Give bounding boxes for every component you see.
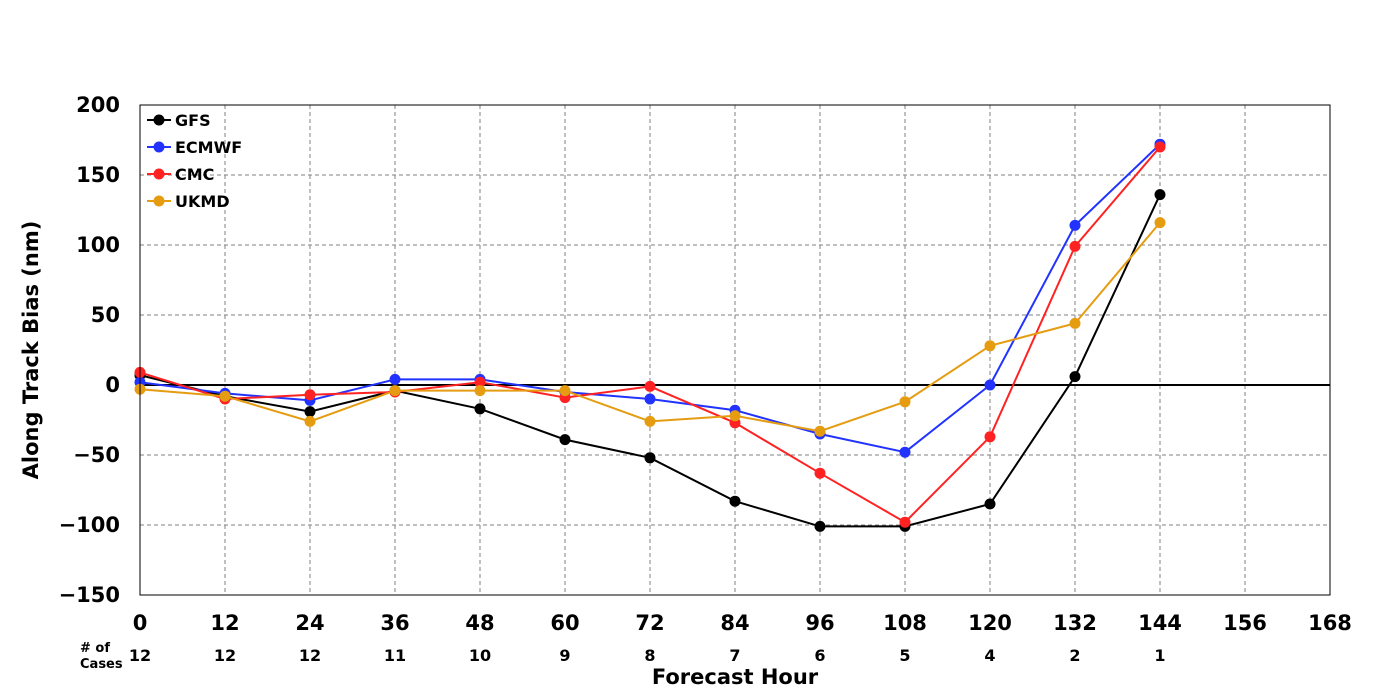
x-tick-label: 84 [720, 611, 749, 635]
x-tick-label: 36 [380, 611, 409, 635]
cases-count-label: 4 [984, 646, 995, 665]
data-point-gfs [644, 452, 656, 464]
cases-count-label: 6 [814, 646, 825, 665]
series-gfs [134, 189, 1166, 532]
y-tick-labels: −150 −100 −50 0 50 100 150 200 [59, 93, 120, 607]
data-point-gfs [984, 498, 996, 510]
legend-marker [153, 114, 165, 126]
cases-row: 12 12 12 11 10 9 8 7 6 5 4 2 1 [129, 646, 1166, 665]
data-point-ecmwf [644, 393, 656, 405]
y-tick-label: 50 [91, 303, 120, 327]
legend-label: CMC [175, 165, 214, 184]
data-point-gfs [1069, 371, 1081, 383]
data-point-ukmd [729, 410, 741, 422]
series-group [134, 138, 1166, 532]
y-tick-label: 100 [76, 233, 120, 257]
legend-item-ecmwf: ECMWF [147, 138, 242, 157]
data-point-gfs [474, 403, 486, 415]
cases-count-label: 8 [644, 646, 655, 665]
x-tick-label: 120 [968, 611, 1012, 635]
cases-count-label: 2 [1069, 646, 1080, 665]
x-tick-label: 108 [883, 611, 927, 635]
data-point-ukmd [814, 425, 826, 437]
data-point-ukmd [389, 385, 401, 397]
data-point-ukmd [219, 390, 231, 402]
grid [140, 105, 1330, 595]
x-tick-labels: 0 12 24 36 48 60 72 84 96 108 120 132 144 156 168 [133, 611, 1352, 635]
data-point-gfs [304, 406, 316, 418]
data-point-ecmwf [899, 446, 911, 458]
data-point-ukmd [304, 415, 316, 427]
cases-count-label: 12 [129, 646, 151, 665]
cases-title-line-1: # of [80, 641, 110, 656]
data-point-ukmd [1069, 317, 1081, 329]
legend-marker [153, 168, 165, 180]
data-point-cmc [304, 389, 316, 401]
x-tick-label: 144 [1138, 611, 1182, 635]
y-tick-label: −150 [59, 583, 120, 607]
y-tick-label: −100 [59, 513, 120, 537]
y-tick-label: 200 [76, 93, 120, 117]
plot-frame [139, 104, 1331, 596]
cases-count-label: 10 [469, 646, 491, 665]
data-point-ecmwf [1069, 219, 1081, 231]
x-tick-label: 132 [1053, 611, 1097, 635]
cases-count-label: 11 [384, 646, 406, 665]
cases-count-label: 12 [214, 646, 236, 665]
x-tick-label: 168 [1308, 611, 1352, 635]
series-ukmd [134, 217, 1166, 437]
data-point-cmc [814, 467, 826, 479]
legend: GFS ECMWF CMC UKMD [147, 111, 242, 211]
x-tick-label: 96 [805, 611, 834, 635]
x-tick-label: 0 [133, 611, 148, 635]
data-point-ukmd [559, 385, 571, 397]
data-point-gfs [814, 520, 826, 532]
x-tick-label: 12 [210, 611, 239, 635]
data-point-cmc [1069, 240, 1081, 252]
legend-label: GFS [175, 111, 211, 130]
data-point-cmc [644, 380, 656, 392]
data-point-gfs [729, 495, 741, 507]
legend-marker [153, 141, 165, 153]
y-tick-label: 0 [105, 373, 120, 397]
data-point-ecmwf [984, 379, 996, 391]
legend-marker [153, 195, 165, 207]
y-tick-label: −50 [73, 443, 120, 467]
legend-item-gfs: GFS [147, 111, 211, 130]
data-point-cmc [474, 376, 486, 388]
x-tick-label: 60 [550, 611, 579, 635]
cases-count-label: 5 [899, 646, 910, 665]
data-point-ecmwf [389, 373, 401, 385]
data-point-ukmd [1154, 217, 1166, 229]
data-point-cmc [984, 431, 996, 443]
data-point-gfs [1154, 189, 1166, 201]
legend-label: ECMWF [175, 138, 242, 157]
legend-item-ukmd: UKMD [147, 192, 230, 211]
data-point-gfs [559, 434, 571, 446]
cases-count-label: 12 [299, 646, 321, 665]
cases-count-label: 7 [729, 646, 740, 665]
x-tick-label: 72 [635, 611, 664, 635]
data-point-ukmd [899, 396, 911, 408]
x-tick-label: 156 [1223, 611, 1267, 635]
data-point-ukmd [644, 415, 656, 427]
data-point-ukmd [984, 340, 996, 352]
y-tick-label: 150 [76, 163, 120, 187]
data-point-cmc [899, 516, 911, 528]
x-tick-label: 48 [465, 611, 494, 635]
legend-item-cmc: CMC [147, 165, 214, 184]
y-axis-title: Along Track Bias (nm) [19, 221, 43, 480]
cases-title-line-2: Cases [80, 657, 123, 672]
cases-count-label: 1 [1154, 646, 1165, 665]
cases-count-label: 9 [559, 646, 570, 665]
data-point-cmc [1154, 141, 1166, 153]
x-axis-title: Forecast Hour [652, 665, 819, 689]
legend-label: UKMD [175, 192, 230, 211]
data-point-ukmd [474, 385, 486, 397]
x-tick-label: 24 [295, 611, 324, 635]
